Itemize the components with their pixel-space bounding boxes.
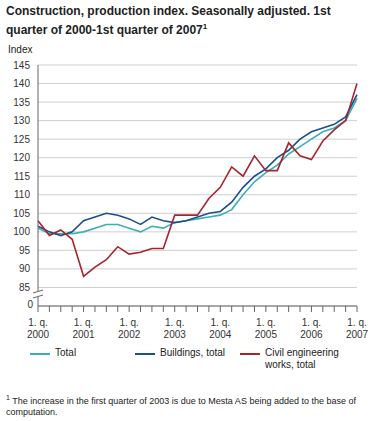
html-text:1 The increase in the first qu: 1 The increase in the first quarter of 2…: [6, 394, 356, 417]
svg-text:1. q.2004: 1. q.2004: [209, 317, 232, 340]
html-text:Civil engineering works, total: Civil engineering works, total: [265, 347, 339, 370]
svg-text:135: 135: [13, 97, 30, 108]
html-text:Buildings, total: Buildings, total: [160, 347, 225, 358]
html-text:Total: Total: [55, 347, 77, 358]
svg-text:130: 130: [13, 115, 30, 126]
svg-text:105: 105: [13, 208, 30, 219]
svg-text:85: 85: [19, 282, 31, 293]
svg-text:1. q.2003: 1. q.2003: [164, 317, 187, 340]
html-text:1: 1: [202, 22, 208, 31]
svg-text:100: 100: [13, 226, 30, 237]
html-text:0: 0: [27, 299, 33, 310]
svg-text:1. q.2002: 1. q.2002: [118, 317, 141, 340]
html-text:Construction, production index: Construction, production index. Seasonal…: [6, 4, 331, 37]
svg-text:90: 90: [19, 263, 31, 274]
svg-text:1. q.2006: 1. q.2006: [300, 317, 323, 340]
html-text:Index: Index: [8, 44, 33, 55]
svg-text:95: 95: [19, 245, 31, 256]
svg-text:1. q.2005: 1. q.2005: [255, 317, 278, 340]
svg-text:110: 110: [14, 189, 30, 200]
svg-text:125: 125: [13, 134, 30, 145]
svg-text:120: 120: [13, 152, 30, 163]
svg-text:145: 145: [13, 60, 30, 71]
svg-text:1. q.2007: 1. q.2007: [346, 317, 369, 340]
svg-text:115: 115: [14, 171, 30, 182]
svg-text:1. q.2001: 1. q.2001: [72, 317, 95, 340]
svg-text:1. q.2000: 1. q.2000: [27, 317, 50, 340]
svg-text:140: 140: [13, 78, 30, 89]
